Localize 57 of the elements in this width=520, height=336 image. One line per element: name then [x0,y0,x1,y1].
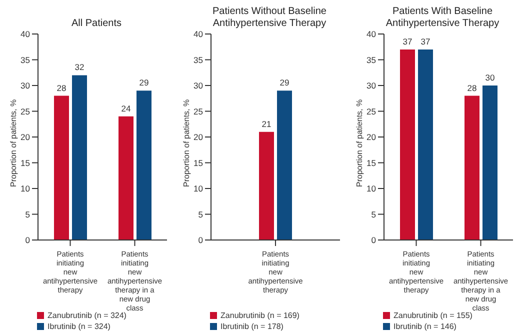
y-tick-label: 20 [194,132,204,142]
y-tick-label: 15 [366,158,376,168]
data-label: 28 [467,82,477,93]
bar [418,49,433,240]
y-tick-label: 10 [366,184,376,194]
y-tick-label: 15 [20,158,30,168]
chart-title: All Patients [70,17,123,30]
legend-label: Zanubrutinib (n = 324) [48,311,126,320]
data-label: 30 [485,72,495,82]
data-label: 29 [280,78,290,88]
legend-label: Zanubrutinib (n = 155) [394,311,472,320]
data-label: 28 [56,82,66,93]
y-tick-label: 0 [25,235,30,246]
data-label: 29 [139,78,149,88]
bar [400,49,415,240]
legend-label: Ibrutinib (n = 178) [220,322,284,331]
y-tick-label: 5 [371,209,376,220]
y-tick-label: 5 [25,209,30,220]
y-tick-label: 40 [194,29,204,40]
bar [136,90,152,240]
legend-label: Zanubrutinib (n = 169) [220,311,300,320]
y-tick-label: 5 [198,209,204,220]
y-tick-label: 35 [194,54,204,65]
y-axis-title: Proportion of patients, % [354,99,364,187]
bar [482,86,498,240]
bar [54,96,69,240]
y-tick-label: 40 [20,29,30,40]
y-tick-label: 0 [198,235,204,246]
y-tick-label: 25 [20,106,30,116]
bar [464,96,480,240]
data-label: 37 [402,36,412,46]
bar [118,116,134,240]
data-label: 24 [121,103,131,114]
y-tick-label: 0 [371,235,376,246]
y-axis-title: Proportion of patients, % [8,99,18,187]
y-tick-label: 20 [20,132,30,142]
legend-label: Ibrutinib (n = 324) [48,322,110,331]
chart-title: Patients Without Baseline Antihypertensive Therapy [212,5,328,30]
y-tick-label: 35 [20,54,30,65]
bar [72,75,87,240]
data-label: 37 [420,36,430,46]
y-axis-title: Proportion of patients, % [182,99,191,187]
y-tick-label: 30 [366,80,376,91]
y-tick-label: 20 [366,132,376,142]
y-tick-label: 40 [366,29,376,40]
y-tick-label: 30 [194,80,204,91]
y-tick-label: 15 [194,158,204,168]
data-label: 21 [262,118,272,129]
y-tick-label: 10 [194,184,204,194]
y-tick-label: 10 [20,184,30,194]
legend-label: Ibrutinib (n = 146) [394,322,456,331]
y-tick-label: 25 [366,106,376,116]
data-label: 32 [74,62,84,72]
y-tick-label: 35 [366,54,376,65]
y-tick-label: 25 [194,106,204,116]
chart-title: Patients With Baseline Antihypertensive Therapy [384,5,500,30]
y-tick-label: 30 [20,80,30,91]
